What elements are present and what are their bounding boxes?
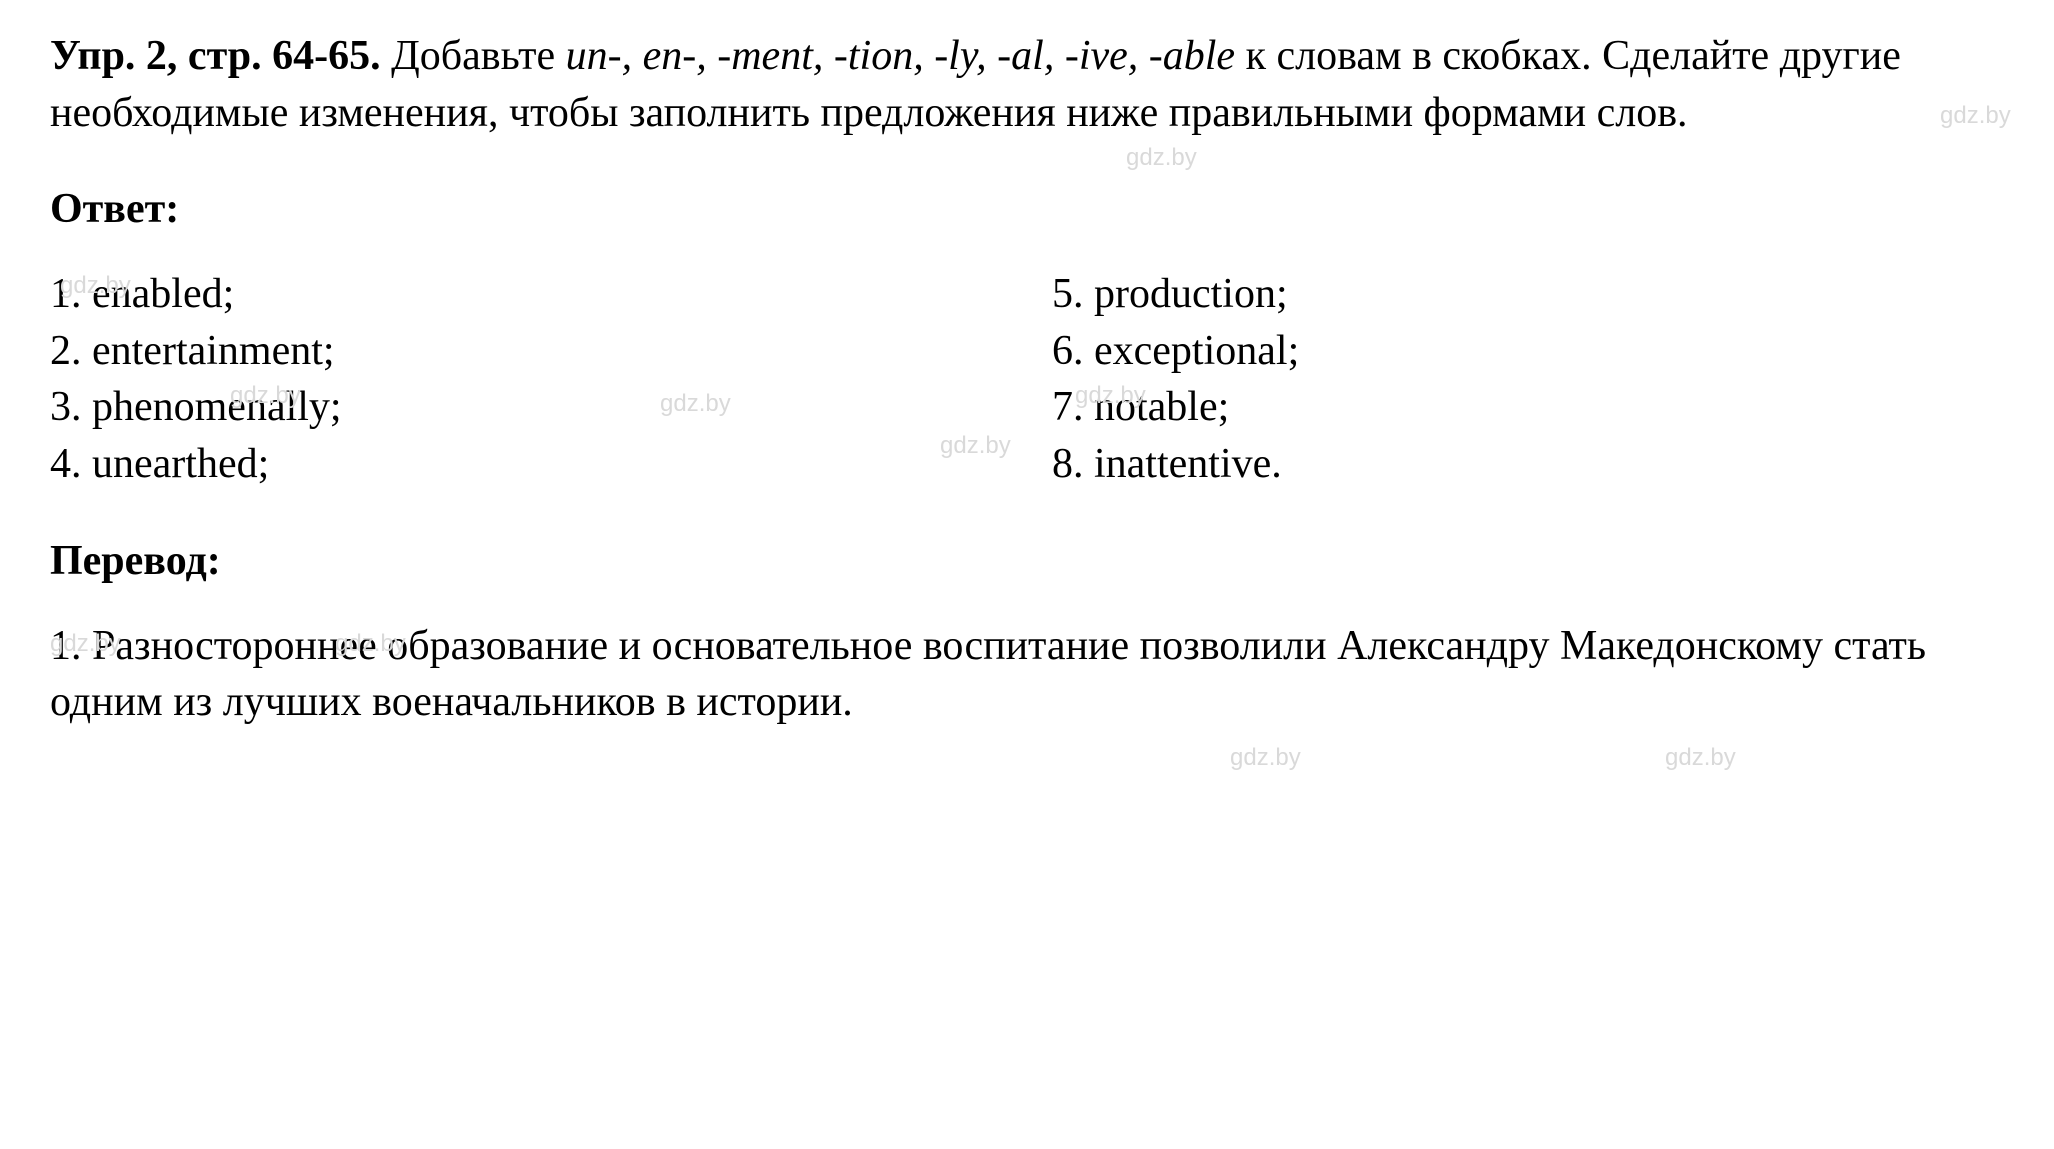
- answer-item: 4. unearthed;: [50, 436, 1012, 493]
- watermark: gdz.by: [1230, 742, 1301, 774]
- answer-item: 2. entertainment;: [50, 323, 1012, 380]
- answer-item: 1. enabled;: [50, 266, 1012, 323]
- exercise-reference: Упр. 2, стр. 64-65.: [50, 33, 381, 79]
- affix-list: un-, en-, -ment, -tion, -ly, -al, -ive, …: [566, 33, 1235, 79]
- answer-item: 6. exceptional;: [1052, 323, 2014, 380]
- translation-heading: Перевод:: [50, 533, 2014, 590]
- answers-column-right: 5. production; 6. exceptional; 7. notabl…: [1032, 266, 2014, 493]
- answer-heading: Ответ:: [50, 181, 2014, 238]
- answer-item: 8. inattentive.: [1052, 436, 2014, 493]
- answer-item: 3. phenomenally;: [50, 379, 1012, 436]
- watermark: gdz.by: [1126, 142, 1197, 174]
- page: Упр. 2, стр. 64-65. Добавьте un-, en-, -…: [0, 0, 2054, 1149]
- watermark: gdz.by: [1665, 742, 1736, 774]
- answers-column-left: 1. enabled; 2. entertainment; 3. phenome…: [50, 266, 1032, 493]
- translation-text: 1. Разностороннее образование и основате…: [50, 618, 2014, 731]
- answers-columns: 1. enabled; 2. entertainment; 3. phenome…: [50, 266, 2014, 493]
- intro-text-before: Добавьте: [381, 33, 566, 79]
- answer-item: 7. notable;: [1052, 379, 2014, 436]
- translation-block: 1. Разностороннее образование и основате…: [50, 618, 2014, 731]
- intro-paragraph: Упр. 2, стр. 64-65. Добавьте un-, en-, -…: [50, 28, 2014, 141]
- answer-item: 5. production;: [1052, 266, 2014, 323]
